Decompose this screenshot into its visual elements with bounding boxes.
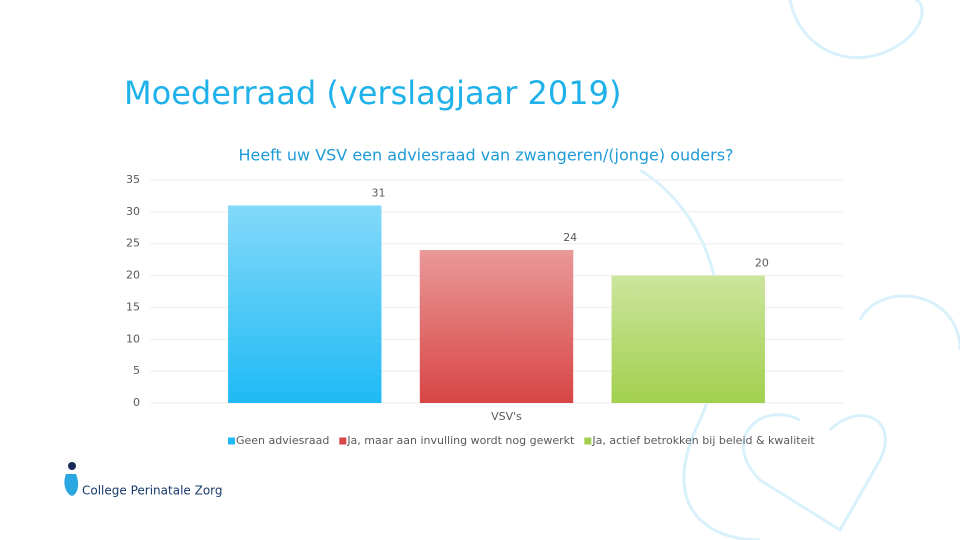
y-tick-label: 10: [126, 332, 140, 345]
bar-sheen: [419, 250, 574, 403]
legend-label: Ja, maar aan invulling wordt nog gewerkt: [346, 434, 575, 447]
x-tick-label: VSV's: [491, 410, 522, 423]
legend-swatch: [228, 437, 235, 445]
bar-sheen: [611, 275, 765, 403]
logo: College Perinatale Zorg: [64, 462, 223, 498]
y-tick-label: 30: [126, 205, 140, 218]
logo-text: College Perinatale Zorg: [82, 484, 223, 498]
data-label: 31: [371, 186, 385, 199]
decoration: [639, 0, 960, 540]
y-tick-label: 20: [126, 269, 140, 282]
y-tick-label: 25: [126, 237, 140, 250]
legend-swatch: [339, 437, 347, 445]
data-label: 24: [563, 231, 577, 244]
legend-swatch: [584, 437, 592, 445]
y-tick-label: 5: [133, 364, 140, 377]
y-tick-label: 15: [126, 300, 140, 313]
chart: 0 5 10 15 20 25 30 35 31 24 20 VSV's Geen adviesraad…: [126, 173, 843, 447]
data-label: 20: [755, 257, 769, 270]
slide-title: Moederraad (verslagjaar 2019): [124, 74, 621, 112]
legend-label: Ja, actief betrokken bij beleid & kwalit…: [591, 434, 815, 447]
legend-label: Geen adviesraad: [236, 434, 329, 447]
y-tick-label: 35: [126, 173, 140, 186]
bar-sheen: [228, 205, 382, 403]
chart-title: Heeft uw VSV een adviesraad van zwangere…: [238, 146, 733, 165]
y-tick-label: 0: [133, 396, 140, 409]
